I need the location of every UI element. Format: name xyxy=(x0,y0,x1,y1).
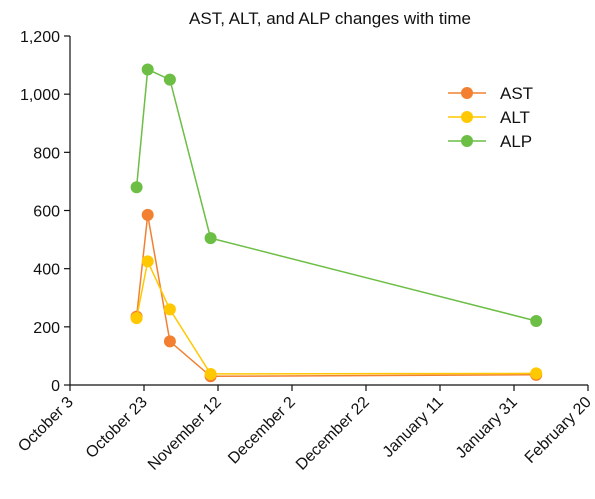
x-tick-label: January 31 xyxy=(453,394,521,462)
series-alt xyxy=(130,255,543,380)
legend-label-alt: ALT xyxy=(500,108,530,127)
data-point-alp xyxy=(141,63,154,76)
legend-marker-ast xyxy=(461,87,473,99)
data-point-alt xyxy=(163,303,176,316)
series-ast xyxy=(130,208,543,383)
y-tick-label: 400 xyxy=(33,262,60,279)
y-tick-label: 0 xyxy=(51,378,60,395)
data-point-alt xyxy=(141,255,154,268)
x-tick-label: October 3 xyxy=(15,394,77,456)
data-point-alp xyxy=(163,73,176,86)
x-tick-label: December 22 xyxy=(293,394,373,474)
y-tick-label: 800 xyxy=(33,145,60,162)
legend: AST ALT ALP xyxy=(448,84,533,151)
x-tick-label: October 23 xyxy=(83,394,151,462)
data-point-alt xyxy=(130,312,143,325)
data-point-alt xyxy=(204,367,217,380)
x-tick-label: February 20 xyxy=(522,394,595,467)
data-point-alp xyxy=(204,232,217,245)
x-tick-label: December 2 xyxy=(225,394,299,468)
series-line-alp xyxy=(135,68,537,322)
y-tick-label: 1,000 xyxy=(20,87,60,104)
series-alp xyxy=(130,63,543,328)
legend-item-ast: AST xyxy=(448,84,533,103)
x-tick-label: January 11 xyxy=(380,394,447,461)
series-line-alt xyxy=(135,258,537,375)
legend-marker-alp xyxy=(461,135,473,147)
legend-marker-alt xyxy=(461,111,473,123)
series-layer xyxy=(130,63,543,383)
y-tick-label: 600 xyxy=(33,204,60,221)
data-point-ast xyxy=(163,335,176,348)
data-point-alp xyxy=(530,315,543,328)
data-point-alt xyxy=(530,367,543,380)
chart-title: AST, ALT, and ALP changes with time xyxy=(189,9,471,28)
y-tick-label: 1,200 xyxy=(20,29,60,46)
legend-label-alp: ALP xyxy=(500,132,532,151)
y-tick-label: 200 xyxy=(33,320,60,337)
data-point-alp xyxy=(130,181,143,194)
legend-item-alp: ALP xyxy=(448,132,532,151)
x-tick-label: November 12 xyxy=(145,394,225,474)
legend-label-ast: AST xyxy=(500,84,533,103)
data-point-ast xyxy=(141,208,154,221)
legend-item-alt: ALT xyxy=(448,108,530,127)
